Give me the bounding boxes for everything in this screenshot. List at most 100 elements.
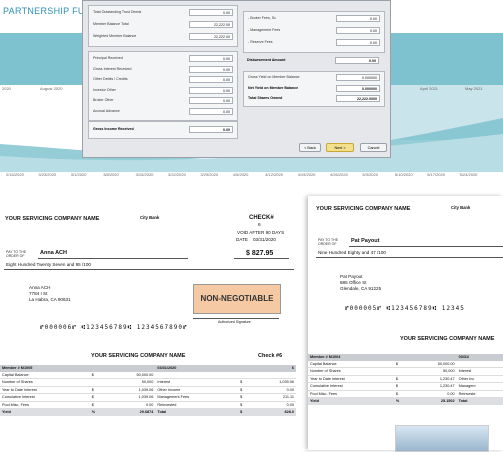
- field-input[interactable]: 0.00: [189, 55, 233, 62]
- signature-line: [193, 318, 279, 319]
- stub-row: Member # M1004 03/31/: [308, 354, 503, 361]
- address-line: 7784 I St: [29, 291, 48, 296]
- field-input[interactable]: 22,222.00: [189, 33, 233, 40]
- payee-name: Pat Payout: [351, 238, 380, 244]
- field-input[interactable]: 0.00: [336, 39, 380, 46]
- chart-date-label: 4/12/2020: [265, 172, 283, 177]
- field-label: Net Yield on Member Balance: [248, 85, 299, 90]
- stub-cell: 1,039.06: [106, 386, 156, 394]
- field-input[interactable]: 22,222.0000: [336, 95, 380, 102]
- stub-cell: $: [238, 408, 253, 416]
- stub-cell: Total: [155, 408, 239, 416]
- stub-cell: 828.0: [252, 408, 296, 416]
- check-number: 6: [258, 223, 261, 228]
- field-input[interactable]: 0.00: [189, 65, 233, 73]
- field-label: Principal Received: [93, 56, 123, 60]
- stub-cell: [89, 378, 107, 387]
- amount-line: [234, 258, 289, 259]
- chart-date-label: 3/1/2020: [70, 172, 87, 177]
- field-input[interactable]: 0.00: [336, 27, 380, 34]
- stub-cell: Year to Date Interest: [308, 375, 394, 383]
- chart-date-label: 5/24/2020: [459, 172, 478, 177]
- stub-cell: 0.00: [410, 390, 457, 398]
- stub-cell: $: [393, 360, 411, 368]
- stub-cell: [238, 365, 253, 372]
- stub-cell: [456, 360, 503, 368]
- payee-name: Anna ACH: [40, 250, 67, 256]
- chart-date-label: 3/23/2020: [38, 172, 57, 177]
- address-line: 885 Office St: [340, 280, 367, 285]
- words-line: [4, 269, 294, 270]
- chart-date-label: 2/16/2020: [6, 172, 24, 177]
- field-input[interactable]: 0.000000: [336, 74, 380, 81]
- stub-cell: Managem: [456, 382, 503, 391]
- stub-cell: Reinveste: [456, 390, 503, 398]
- field-label: Member Balance Total: [93, 22, 129, 26]
- field-input[interactable]: 0.000000: [336, 84, 380, 92]
- yield-box: Gross Yield on Member Balance 0.000000 Net…: [243, 71, 385, 107]
- stub-cell: $: [89, 393, 107, 402]
- company-name: YOUR SERVICING COMPANY NAME: [316, 206, 411, 212]
- chart-month-label: May 2021: [465, 86, 483, 91]
- check-amount: $ 827.95: [246, 250, 274, 257]
- field-input[interactable]: 0.00: [336, 15, 380, 22]
- address-line: Glendale, CA 91225: [340, 286, 382, 291]
- stub-cell: 50,000.00: [410, 360, 457, 368]
- bank-name: City Bank: [140, 215, 160, 220]
- stub-cell: Number of Shares: [308, 367, 394, 376]
- signature-label: Authorized Signature: [218, 320, 251, 324]
- stub-company-name: YOUR SERVICING COMPANY NAME: [91, 353, 186, 359]
- disbursement-row: Disbursement Amount 0.00: [243, 57, 383, 66]
- stub-cell: Interest: [155, 378, 239, 387]
- field-label: - Reserve Fees: [248, 40, 273, 44]
- gross-income-field[interactable]: 0.00: [189, 126, 233, 133]
- balances-box: Total Outstanding Trust Deeds 0.00 Member …: [88, 5, 238, 47]
- stub-row: Yield% 29.6874 Total $828.0: [0, 408, 296, 416]
- payee-address: Pat Payout 885 Office St Glendale, CA 9122…: [340, 274, 381, 292]
- stub-cell: [252, 371, 296, 379]
- void-notice: VOID AFTER 90 DAYS: [237, 230, 285, 235]
- stub-cell: Yield: [0, 408, 90, 416]
- back-button[interactable]: < Back: [299, 143, 321, 152]
- date-label: DATE: [236, 237, 248, 242]
- payee-line: [349, 246, 503, 247]
- company-name: YOUR SERVICING COMPANY NAME: [5, 216, 100, 222]
- payee-line: [38, 258, 188, 259]
- chart-date-label: 3/15/2020: [135, 172, 154, 177]
- field-input[interactable]: 22,222.00: [189, 21, 233, 28]
- stub-cell: 1,230.47: [410, 382, 457, 391]
- stub-row: Pool Misc. Fees $0.00 Reinvested $0.00: [0, 401, 296, 409]
- chart-date-label: 4/5/2020: [232, 172, 249, 177]
- disbursement-label: Disbursement Amount: [247, 58, 286, 62]
- address-line: Pat Payout: [340, 274, 363, 279]
- field-row: Investor Other 0.00: [89, 86, 237, 96]
- stub-cell: [238, 371, 253, 379]
- next-button[interactable]: Next >: [326, 143, 354, 152]
- field-row: Broker Other 0.00: [89, 97, 237, 106]
- field-input[interactable]: 0.00: [189, 86, 233, 94]
- amount-in-words: Nine Hundred Eighty and 47 /100: [318, 250, 386, 255]
- chart-date-label: 5/3/2020: [362, 172, 378, 177]
- cancel-button[interactable]: Cancel: [360, 143, 387, 152]
- field-input[interactable]: 0.00: [189, 97, 233, 105]
- stub-cell: 211.11: [252, 393, 296, 402]
- stub-cell: 0.00: [252, 386, 296, 394]
- field-input[interactable]: 0.00: [189, 76, 233, 84]
- chart-date-label: 4/26/2020: [330, 172, 348, 177]
- stub-cell: $: [238, 401, 253, 409]
- stub-cell: 50,000.00: [106, 371, 156, 379]
- stub-cell: Total: [456, 397, 503, 405]
- thumbnail-image: [395, 425, 489, 452]
- field-row: - Broker Fees, Sc 0.00: [244, 15, 384, 24]
- stub-cell: Number of Shares: [0, 378, 90, 387]
- app-title: PARTNERSHIP FUND: [3, 6, 99, 16]
- stub-company-name: YOUR SERVICING COMPANY NAME: [400, 336, 495, 342]
- stub-cell: %: [89, 408, 107, 416]
- field-input[interactable]: 0.00: [189, 9, 233, 16]
- pay-to-label: PAY TO THE ORDER OF: [318, 238, 339, 246]
- disbursement-field[interactable]: 0.00: [335, 57, 379, 64]
- stub-cell: $: [238, 393, 253, 402]
- field-row: - Management Fees 0.00: [244, 27, 384, 36]
- stub-cell: $: [238, 386, 253, 394]
- field-input[interactable]: 0.00: [189, 108, 233, 115]
